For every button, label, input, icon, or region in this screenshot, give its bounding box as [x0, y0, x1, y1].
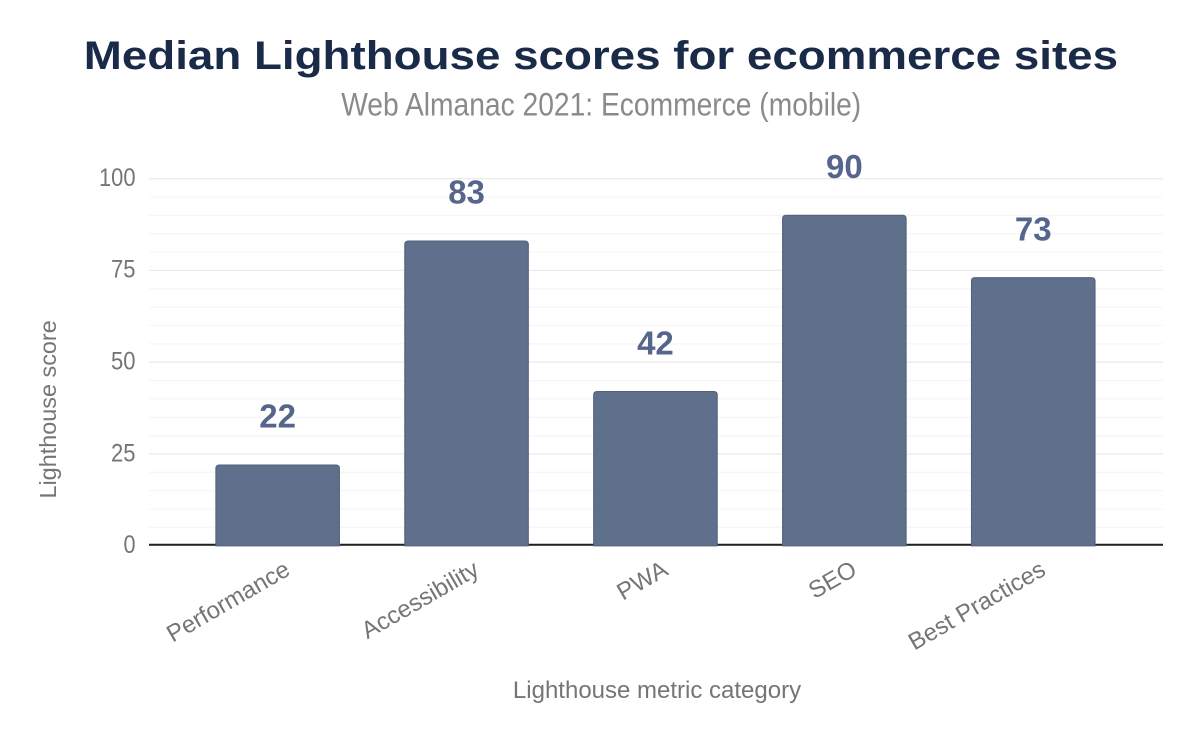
svg-text:100: 100	[99, 164, 136, 192]
svg-text:Lighthouse score: Lighthouse score	[35, 320, 61, 498]
svg-text:83: 83	[448, 174, 485, 211]
svg-text:75: 75	[111, 256, 136, 284]
svg-text:90: 90	[826, 148, 863, 185]
svg-text:Lighthouse metric category: Lighthouse metric category	[513, 677, 801, 704]
svg-text:50: 50	[111, 348, 136, 376]
svg-text:Median Lighthouse scores for e: Median Lighthouse scores for ecommerce s…	[84, 34, 1118, 78]
svg-text:0: 0	[124, 531, 136, 559]
svg-text:42: 42	[637, 324, 674, 361]
svg-text:Web Almanac 2021: Ecommerce (m: Web Almanac 2021: Ecommerce (mobile)	[341, 86, 861, 122]
svg-text:22: 22	[259, 398, 296, 435]
svg-text:25: 25	[111, 439, 136, 467]
svg-text:73: 73	[1015, 210, 1052, 247]
